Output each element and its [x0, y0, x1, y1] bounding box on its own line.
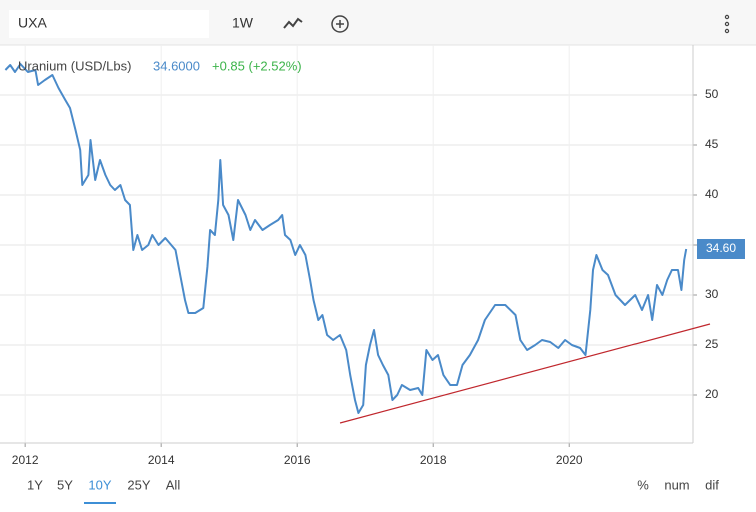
x-tick-label: 2012 [12, 453, 39, 467]
y-tick-label: 50 [705, 87, 719, 101]
range-button[interactable]: 5Y [57, 477, 73, 492]
interval-button[interactable]: 1W [232, 15, 254, 31]
mode-button[interactable]: dif [705, 477, 719, 492]
y-tick-label: 40 [705, 187, 719, 201]
chart-type-icon[interactable] [283, 17, 303, 29]
mode-button[interactable]: num [664, 477, 689, 492]
menu-icon[interactable] [724, 14, 730, 34]
price-tag-label: 34.60 [706, 241, 736, 255]
symbol-input[interactable] [9, 10, 209, 38]
price-line [4, 63, 688, 414]
legend-change: +0.85 (+2.52%) [212, 58, 302, 73]
x-tick-label: 2014 [148, 453, 175, 467]
range-button[interactable]: All [166, 477, 181, 492]
x-tick-label: 2016 [284, 453, 311, 467]
price-tag [697, 239, 745, 259]
symbol[interactable]: UXA [18, 15, 47, 31]
legend-name: Uranium (USD/Lbs) [18, 58, 131, 73]
range-button[interactable]: 10Y [88, 477, 111, 492]
y-tick-label: 30 [705, 287, 719, 301]
range-button[interactable]: 1Y [27, 477, 43, 492]
footer: 1Y 5Y 10Y 25Y All% num dif [27, 477, 719, 504]
plot-area: 2025303540455020122014201620182020 [0, 45, 719, 467]
range-button[interactable]: 25Y [127, 477, 150, 492]
add-icon[interactable] [331, 15, 349, 33]
legend-last-price: 34.6000 [153, 58, 200, 73]
y-tick-label: 20 [705, 387, 719, 401]
x-tick-label: 2018 [420, 453, 447, 467]
y-tick-label: 25 [705, 337, 719, 351]
y-tick-label: 45 [705, 137, 719, 151]
trendline [339, 323, 711, 424]
x-tick-label: 2020 [556, 453, 583, 467]
mode-button[interactable]: % [637, 477, 649, 492]
